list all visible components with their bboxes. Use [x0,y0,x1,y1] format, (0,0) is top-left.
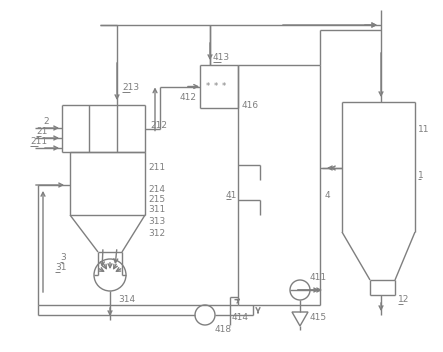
Text: 416: 416 [242,101,259,109]
Text: 215: 215 [148,195,165,205]
Text: 31: 31 [55,264,66,272]
Text: 213: 213 [122,83,139,93]
Text: 418: 418 [215,326,232,334]
Text: 314: 314 [118,295,135,304]
Text: 21: 21 [36,127,47,137]
Text: 412: 412 [180,94,197,102]
Text: *: * [206,82,210,91]
Text: 413: 413 [213,54,230,63]
Text: 212: 212 [150,120,167,130]
Text: 311: 311 [148,206,165,214]
Text: 312: 312 [148,228,165,238]
Text: 2: 2 [43,118,49,126]
Text: 211: 211 [30,138,47,146]
Text: 4: 4 [325,190,330,200]
Text: 41: 41 [226,190,237,200]
Text: 1: 1 [418,170,424,180]
Text: 415: 415 [310,314,327,322]
Text: 214: 214 [148,186,165,195]
Text: 11: 11 [418,126,430,134]
Text: 211: 211 [148,163,165,172]
Text: *: * [222,82,226,91]
Text: *: * [214,82,218,91]
Text: 411: 411 [310,274,327,283]
Text: 3: 3 [60,253,66,263]
Text: 414: 414 [232,314,249,322]
Text: 12: 12 [398,295,409,304]
Text: 313: 313 [148,218,165,226]
